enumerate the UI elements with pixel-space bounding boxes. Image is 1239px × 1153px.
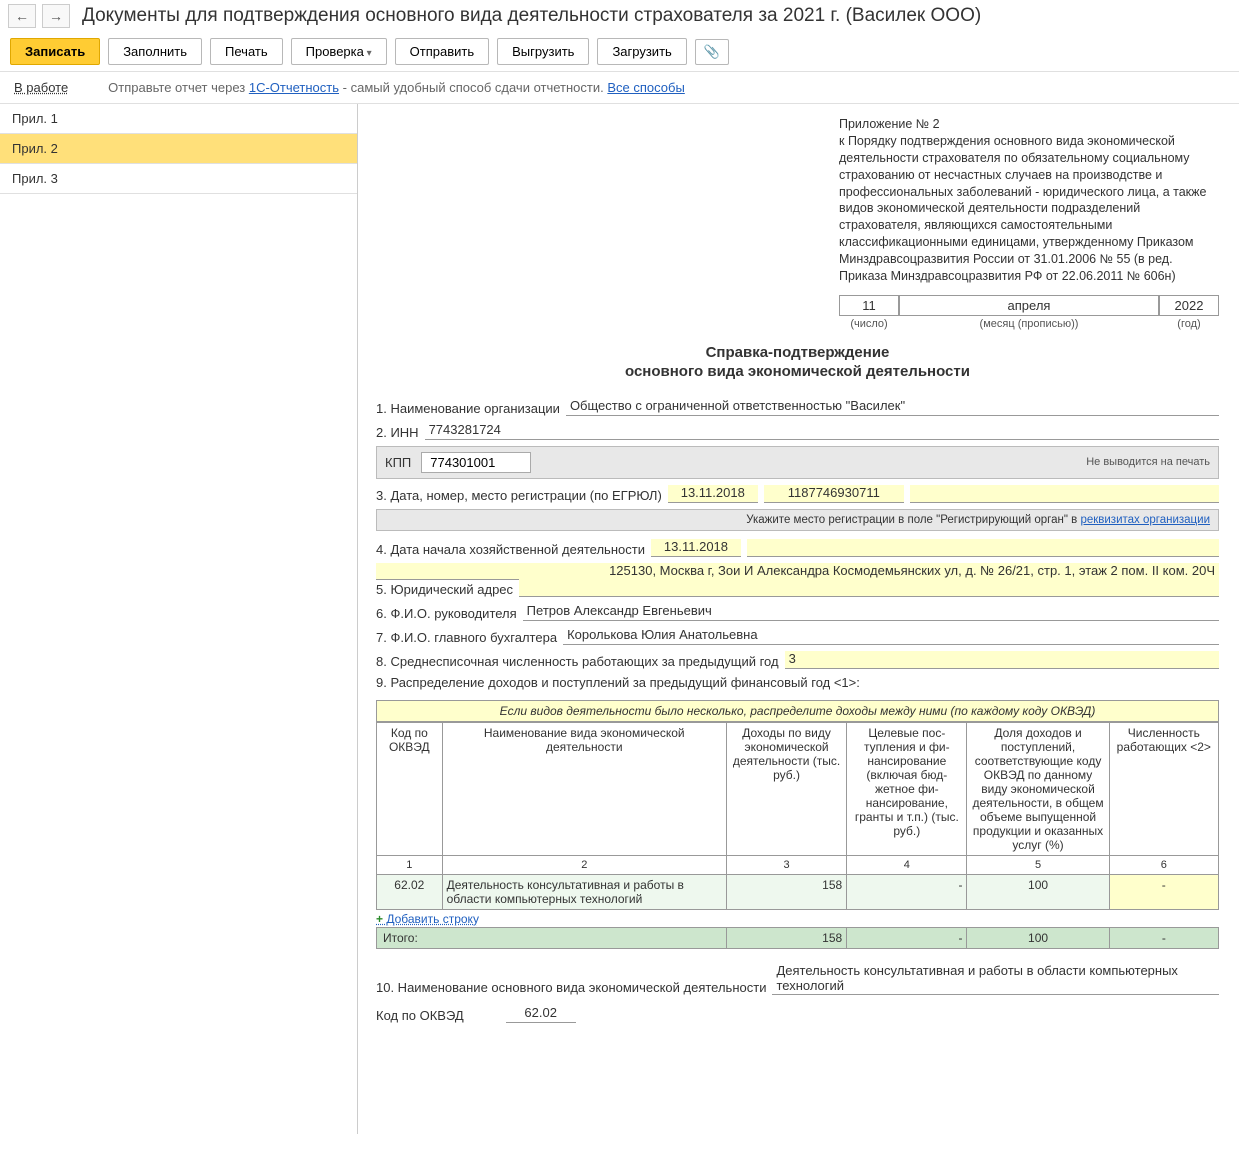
f3-label: 3. Дата, номер, место регистрации (по ЕГ… (376, 488, 662, 503)
tab-pril3[interactable]: Прил. 3 (0, 164, 357, 194)
total-row: Итого: 158 - 100 - (377, 927, 1219, 948)
table-hint: Если видов деятельности было несколько, … (376, 700, 1219, 722)
link-all-ways[interactable]: Все способы (607, 80, 684, 95)
f3-hint: Укажите место регистрации в поле "Регист… (376, 509, 1219, 531)
back-button[interactable]: ← (8, 4, 36, 28)
date-day[interactable]: 11 (839, 295, 899, 316)
send-button[interactable]: Отправить (395, 38, 489, 65)
f1-label: 1. Наименование организации (376, 401, 560, 416)
kpp-box: КПП Не выводится на печать (376, 446, 1219, 479)
f9-label: 9. Распределение доходов и поступлений з… (376, 675, 860, 690)
cell-name[interactable]: Деятельность консультативная и работы в … (442, 874, 726, 909)
save-button[interactable]: Записать (10, 38, 100, 65)
f3-num[interactable]: 1187746930711 (764, 485, 904, 503)
f5-label: 5. Юридический адрес (376, 582, 513, 597)
date-month[interactable]: апреля (899, 295, 1159, 316)
th2: Наименование вида экономической деятельн… (442, 722, 726, 855)
fill-button[interactable]: Заполнить (108, 38, 202, 65)
f5-value-line2[interactable] (519, 579, 1219, 597)
lbl-month: (месяц (прописью)) (899, 318, 1159, 330)
activity-table: Код по ОКВЭД Наименование вида экономиче… (376, 722, 1219, 910)
f2-label: 2. ИНН (376, 425, 419, 440)
th1: Код по ОКВЭД (377, 722, 443, 855)
date-year[interactable]: 2022 (1159, 295, 1219, 316)
f3-date[interactable]: 13.11.2018 (668, 485, 758, 503)
check-button[interactable]: Проверка (291, 38, 387, 65)
tab-pril2[interactable]: Прил. 2 (0, 134, 357, 164)
okved-value[interactable]: 62.02 (506, 1005, 576, 1023)
add-row-link[interactable]: Добавить строку (376, 910, 1219, 928)
kpp-label: КПП (385, 455, 411, 470)
status-hint: Отправьте отчет через 1С-Отчетность - са… (108, 80, 685, 95)
tab-pril1[interactable]: Прил. 1 (0, 104, 357, 134)
f6-label: 6. Ф.И.О. руководителя (376, 606, 517, 621)
f1-value[interactable]: Общество с ограниченной ответственностью… (566, 398, 1219, 416)
cell-target[interactable]: - (847, 874, 967, 909)
table-row[interactable]: 62.02 Деятельность консультативная и раб… (377, 874, 1219, 909)
f2-value[interactable]: 7743281724 (425, 422, 1219, 440)
th4: Целевые пос-тупления и фи-нансирование (… (847, 722, 967, 855)
document-content: Приложение № 2 к Порядку подтверждения о… (358, 104, 1239, 1134)
f6-value[interactable]: Петров Александр Евгеньевич (523, 603, 1219, 621)
cell-share[interactable]: 100 (967, 874, 1109, 909)
unload-button[interactable]: Выгрузить (497, 38, 589, 65)
cell-income[interactable]: 158 (726, 874, 846, 909)
f4-rest (747, 539, 1219, 557)
th6: Численность работающих <2> (1109, 722, 1218, 855)
okved-label: Код по ОКВЭД (376, 1008, 464, 1023)
f5-value-line1[interactable]: 125130, Москва г, Зои И Александра Космо… (376, 563, 1219, 580)
th5: Доля доходов и поступлений, соответствую… (967, 722, 1109, 855)
attach-button[interactable]: 📎 (695, 39, 729, 65)
f3-place[interactable] (910, 485, 1219, 503)
f8-label: 8. Среднесписочная численность работающи… (376, 654, 779, 669)
f8-value[interactable]: 3 (785, 651, 1219, 669)
page-title: Документы для подтверждения основного ви… (82, 5, 981, 27)
annex-text: Приложение № 2 к Порядку подтверждения о… (839, 116, 1219, 285)
status-state[interactable]: В работе (14, 80, 68, 95)
cell-count[interactable]: - (1109, 874, 1218, 909)
sidebar: Прил. 1 Прил. 2 Прил. 3 (0, 104, 358, 1134)
f10-value[interactable]: Деятельность консультативная и работы в … (772, 963, 1219, 995)
paperclip-icon: 📎 (704, 44, 720, 59)
print-button[interactable]: Печать (210, 38, 283, 65)
doc-title: Справка-подтверждение (376, 344, 1219, 361)
f4-label: 4. Дата начала хозяйственной деятельност… (376, 542, 645, 557)
f7-label: 7. Ф.И.О. главного бухгалтера (376, 630, 557, 645)
f4-value[interactable]: 13.11.2018 (651, 539, 741, 557)
kpp-note: Не выводится на печать (1086, 456, 1210, 468)
load-button[interactable]: Загрузить (597, 38, 686, 65)
kpp-input[interactable] (421, 452, 531, 473)
forward-button[interactable]: → (42, 4, 70, 28)
f10-label: 10. Наименование основного вида экономич… (376, 980, 766, 995)
th3: Доходы по виду экономической деятельност… (726, 722, 846, 855)
f7-value[interactable]: Королькова Юлия Анатольевна (563, 627, 1219, 645)
org-details-link[interactable]: реквизитах организации (1080, 514, 1210, 526)
lbl-year: (год) (1159, 318, 1219, 330)
lbl-day: (число) (839, 318, 899, 330)
link-1c[interactable]: 1С-Отчетность (249, 80, 339, 95)
doc-subtitle: основного вида экономической деятельност… (376, 363, 1219, 380)
cell-code[interactable]: 62.02 (377, 874, 443, 909)
